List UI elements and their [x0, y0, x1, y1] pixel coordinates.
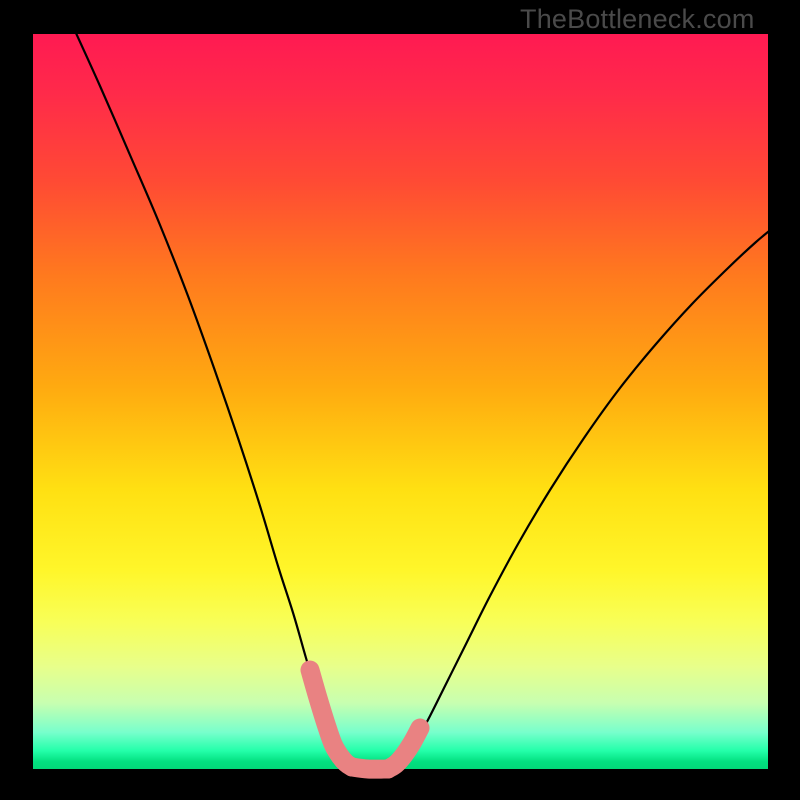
chart-curves: [0, 0, 800, 800]
chart-frame: TheBottleneck.com: [0, 0, 800, 800]
watermark-text: TheBottleneck.com: [520, 4, 755, 35]
